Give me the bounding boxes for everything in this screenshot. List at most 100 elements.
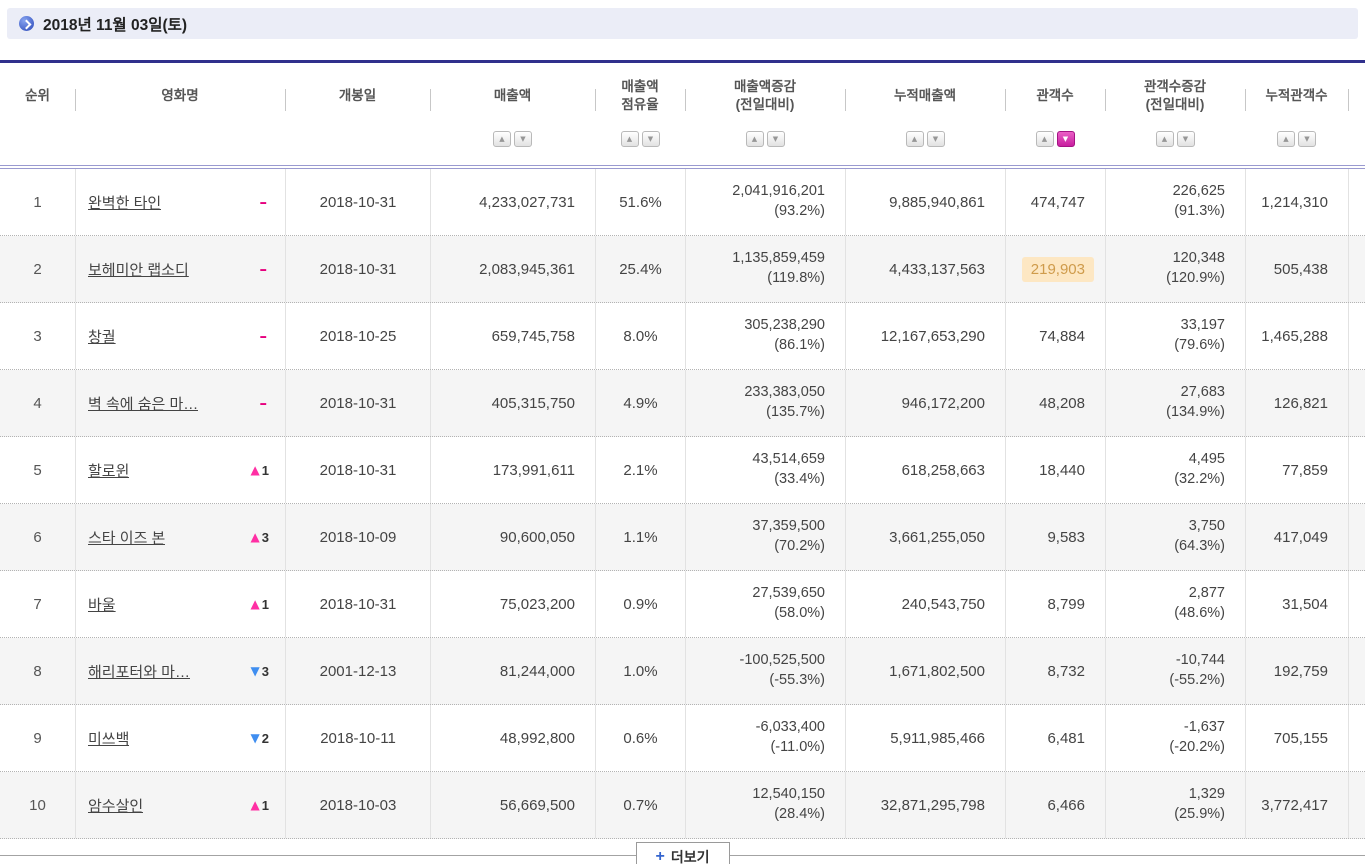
rank-cell: 9 bbox=[33, 729, 42, 747]
movie-title-link[interactable]: 할로윈 bbox=[88, 462, 130, 480]
column-label: 누적관객수 bbox=[1265, 88, 1328, 104]
table-body: 1 완벽한 타인 – 2018-10-31 4,233,027,731 51.6… bbox=[0, 169, 1365, 839]
sales-cell: 75,023,200 bbox=[430, 571, 595, 637]
audience-change-percent: (25.9%) bbox=[1174, 806, 1225, 822]
audience-change-value: 4,495 bbox=[1188, 451, 1225, 468]
movie-title-link[interactable]: 미쓰백 bbox=[88, 730, 130, 748]
sort-asc-button[interactable]: ▲ bbox=[1035, 131, 1054, 147]
sales-change-percent: (119.8%) bbox=[767, 270, 825, 286]
sales-change-percent: (135.7%) bbox=[766, 404, 825, 420]
table-row: 2 보헤미안 랩소디 – 2018-10-31 2,083,945,361 25… bbox=[0, 236, 1365, 303]
audience-change-cell: -10,744 (-55.2%) bbox=[1105, 638, 1245, 704]
cum-sales-cell: 5,911,985,466 bbox=[845, 705, 1005, 771]
more-button[interactable]: + 더보기 bbox=[635, 842, 730, 864]
page-title: 2018년 11월 03일(토) bbox=[43, 16, 188, 34]
movie-title-link[interactable]: 완벽한 타인 bbox=[88, 194, 162, 212]
release-date-cell: 2018-10-31 bbox=[285, 571, 430, 637]
sales-change-cell: 1,135,859,459 (119.8%) bbox=[685, 236, 845, 302]
more-bar: + 더보기 bbox=[0, 839, 1365, 864]
audience-cell: 219,903 bbox=[1005, 236, 1105, 302]
cum-sales-cell: 9,885,940,861 bbox=[845, 169, 1005, 235]
audience-value: 474,747 bbox=[1030, 193, 1085, 211]
sales-change-cell: 43,514,659 (33.4%) bbox=[685, 437, 845, 503]
audience-change-percent: (64.3%) bbox=[1174, 538, 1225, 554]
audience-value: 6,466 bbox=[1047, 796, 1085, 814]
sales-change-percent: (70.2%) bbox=[774, 538, 825, 554]
movie-title-link[interactable]: 창궐 bbox=[88, 328, 116, 346]
column-label: 영화명 bbox=[161, 88, 199, 104]
sort-desc-button[interactable]: ▼ bbox=[1176, 131, 1195, 147]
column-header-partial bbox=[1348, 63, 1365, 165]
column-header-sales: 매출액 ▲ ▼ bbox=[430, 63, 595, 165]
movie-title-link[interactable]: 해리포터와 마… bbox=[88, 663, 190, 681]
rank-change-value: 2 bbox=[261, 730, 269, 746]
rank-cell: 7 bbox=[33, 595, 42, 613]
movie-title-link[interactable]: 암수살인 bbox=[88, 797, 144, 815]
sales-change-cell: 233,383,050 (135.7%) bbox=[685, 370, 845, 436]
movie-title-cell: 완벽한 타인 – bbox=[75, 169, 285, 235]
movie-title-link[interactable]: 스타 이즈 본 bbox=[88, 529, 166, 547]
column-header-rank: 순위 bbox=[0, 63, 75, 165]
sort-buttons: ▲ ▼ bbox=[1155, 131, 1195, 157]
table-row: 5 할로윈 ▲ 1 2018-10-31 173,991,611 2.1% 43… bbox=[0, 437, 1365, 504]
sales-cell: 4,233,027,731 bbox=[430, 169, 595, 235]
release-date-cell: 2018-10-09 bbox=[285, 504, 430, 570]
sales-change-value: 12,540,150 bbox=[752, 786, 825, 803]
sort-asc-button[interactable]: ▲ bbox=[745, 131, 764, 147]
plus-icon: + bbox=[655, 848, 665, 864]
rank-change-arrow: ▼ bbox=[250, 664, 260, 678]
sort-desc-button[interactable]: ▼ bbox=[766, 131, 785, 147]
partial-cell bbox=[1348, 705, 1365, 771]
audience-change-value: 2,877 bbox=[1188, 585, 1225, 602]
cum-audience-cell: 1,214,310 bbox=[1245, 169, 1348, 235]
rank-change-indicator: ▼ 3 bbox=[251, 664, 269, 679]
sort-desc-button[interactable]: ▼ bbox=[641, 131, 660, 147]
bottom-divider-right bbox=[729, 855, 1365, 856]
audience-value: 6,481 bbox=[1047, 729, 1085, 747]
movie-title-link[interactable]: 벽 속에 숨은 마… bbox=[88, 395, 199, 413]
audience-value: 48,208 bbox=[1039, 394, 1085, 412]
sales-change-percent: (-11.0%) bbox=[770, 739, 825, 755]
release-date-cell: 2018-10-31 bbox=[285, 169, 430, 235]
rank-change-indicator: ▼ 2 bbox=[251, 731, 269, 746]
sales-share-cell: 0.6% bbox=[595, 705, 685, 771]
sort-asc-button[interactable]: ▲ bbox=[620, 131, 639, 147]
movie-title-link[interactable]: 보헤미안 랩소디 bbox=[88, 261, 189, 279]
sort-desc-button[interactable]: ▼ bbox=[1056, 131, 1075, 147]
column-header-cum-audience: 누적관객수 ▲ ▼ bbox=[1245, 63, 1348, 165]
sales-share-cell: 4.9% bbox=[595, 370, 685, 436]
column-header-cum-sales: 누적매출액 ▲ ▼ bbox=[845, 63, 1005, 165]
movie-title-cell: 할로윈 ▲ 1 bbox=[75, 437, 285, 503]
sort-asc-button[interactable]: ▲ bbox=[493, 131, 511, 147]
partial-cell bbox=[1348, 504, 1365, 570]
sort-buttons: ▲ ▼ bbox=[745, 131, 785, 157]
column-header-sales-change: 매출액증감 (전일대비) ▲ ▼ bbox=[685, 63, 845, 165]
partial-cell bbox=[1348, 638, 1365, 704]
table-row: 3 창궐 – 2018-10-25 659,745,758 8.0% 305,2… bbox=[0, 303, 1365, 370]
rank-change-arrow: ▲ bbox=[250, 798, 260, 812]
sort-buttons: ▲ ▼ bbox=[1277, 131, 1316, 157]
sort-asc-button[interactable]: ▲ bbox=[905, 131, 924, 147]
movie-title-link[interactable]: 바울 bbox=[88, 596, 116, 614]
sales-change-percent: (86.1%) bbox=[774, 337, 825, 353]
movie-title-cell: 미쓰백 ▼ 2 bbox=[75, 705, 285, 771]
column-label: 누적매출액 bbox=[893, 88, 957, 104]
sort-asc-button[interactable]: ▲ bbox=[1155, 131, 1174, 147]
sort-desc-button[interactable]: ▼ bbox=[926, 131, 945, 147]
audience-change-percent: (48.6%) bbox=[1174, 605, 1225, 621]
sort-desc-button[interactable]: ▼ bbox=[514, 131, 532, 147]
table-row: 8 해리포터와 마… ▼ 3 2001-12-13 81,244,000 1.0… bbox=[0, 638, 1365, 705]
sort-asc-button[interactable]: ▲ bbox=[1277, 131, 1295, 147]
sales-change-value: -6,033,400 bbox=[755, 719, 825, 736]
cum-audience-cell: 126,821 bbox=[1245, 370, 1348, 436]
boxoffice-table: 순위 영화명 개봉일 매출액 ▲ ▼ 매출액 점유율 ▲ ▼ 매출액증감 (전일대비… bbox=[0, 60, 1365, 839]
audience-value: 74,884 bbox=[1039, 327, 1085, 345]
cum-sales-cell: 12,167,653,290 bbox=[845, 303, 1005, 369]
audience-change-cell: -1,637 (-20.2%) bbox=[1105, 705, 1245, 771]
sales-change-value: 233,383,050 bbox=[744, 384, 825, 401]
release-date-cell: 2018-10-11 bbox=[285, 705, 430, 771]
audience-change-cell: 3,750 (64.3%) bbox=[1105, 504, 1245, 570]
rank-change-indicator: – bbox=[260, 194, 270, 210]
sort-desc-button[interactable]: ▼ bbox=[1298, 131, 1316, 147]
audience-change-cell: 120,348 (120.9%) bbox=[1105, 236, 1245, 302]
